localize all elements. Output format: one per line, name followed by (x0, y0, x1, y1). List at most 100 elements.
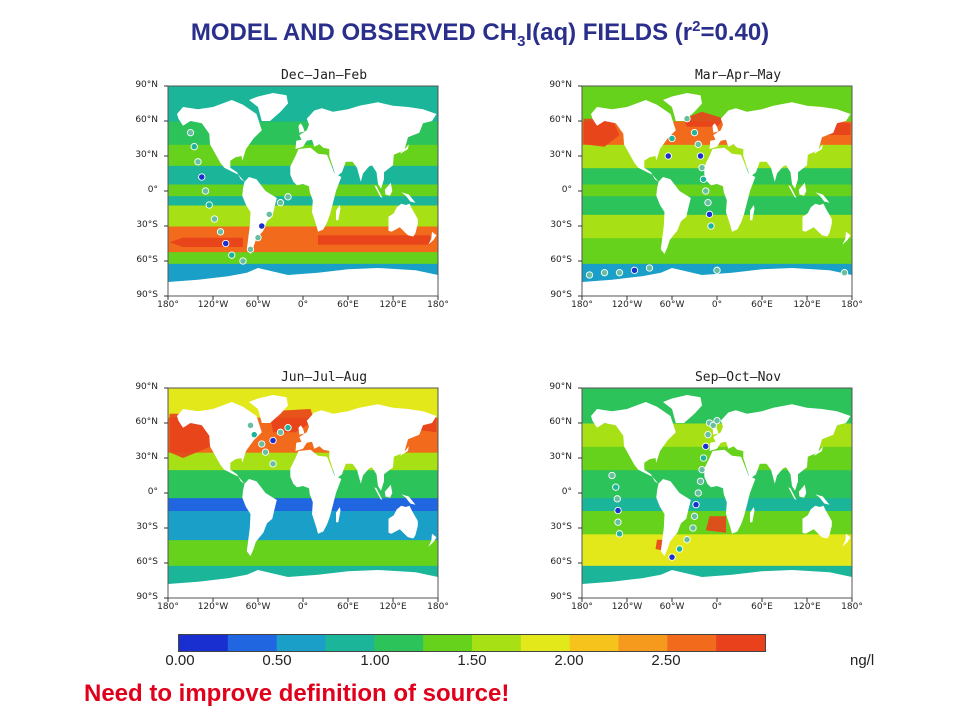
observation-point (239, 257, 247, 265)
ocean-band (168, 195, 438, 206)
lat-tick-label: 60°N (549, 417, 572, 427)
observation-point (690, 129, 699, 137)
lat-tick-label: 90°S (136, 290, 158, 300)
observation-point (585, 271, 594, 279)
lon-tick-label: 180° (571, 602, 593, 612)
lon-tick-label: 60°W (659, 300, 685, 310)
ocean-band (168, 184, 438, 197)
colorbar-swatch (472, 635, 522, 651)
observation-point (205, 201, 213, 209)
lat-tick-label: 60°N (135, 417, 158, 427)
landmass-sumatra (374, 185, 383, 198)
observation-point (228, 251, 236, 259)
landmass-south-america (242, 177, 277, 254)
landmass-greenland (249, 395, 288, 423)
observation-point (284, 424, 292, 432)
landmass-new-zealand (428, 231, 437, 245)
observation-point (713, 417, 721, 425)
lat-tick-label: 90°N (135, 80, 158, 90)
observation-point (269, 460, 277, 468)
landmass-antarctica (582, 268, 852, 296)
lon-tick-label: 120°E (379, 602, 407, 612)
lat-tick-label: 60°N (135, 115, 158, 125)
lon-tick-label: 60°E (337, 602, 359, 612)
map-panel-djf: Dec—Jan—Feb 90°N 60°N 30°N 0° 30°S 60°S 90°S 18… (124, 68, 464, 324)
map-svg (578, 85, 853, 300)
landmass-australia (802, 203, 832, 237)
ocean-band (168, 486, 438, 499)
lat-tick-label: 0° (147, 185, 158, 195)
colorbar-label: 2.00 (554, 652, 584, 669)
ocean-band (582, 195, 852, 215)
lon-tick-label: 120°W (611, 300, 643, 310)
colorbar-gradient (179, 635, 766, 651)
colorbar-unit: ng/l (850, 652, 875, 669)
lon-tick-label: 120°E (379, 300, 407, 310)
landmass-madagascar (336, 507, 341, 523)
landmass-africa (290, 449, 342, 534)
landmass-north-america (177, 402, 262, 484)
lon-tick-label: 120°W (197, 602, 229, 612)
observation-point (705, 210, 714, 218)
lon-tick-label: 120°E (793, 300, 821, 310)
observation-point (246, 421, 255, 429)
lat-tick-label: 60°S (136, 557, 158, 567)
landmass-madagascar (750, 205, 755, 221)
high-concentration-area (683, 111, 725, 127)
landmass-south-america (656, 479, 691, 556)
observation-point (276, 199, 285, 207)
landmass-new-zealand (842, 533, 851, 547)
lon-tick-label: 180° (841, 300, 863, 310)
lon-tick-label: 60°E (751, 300, 773, 310)
landmass-south-america (656, 177, 691, 254)
lon-tick-label: 60°E (337, 300, 359, 310)
observation-point (216, 228, 225, 236)
map-svg (164, 85, 439, 300)
landmass-north-america (591, 402, 676, 484)
lat-tick-label: 30°N (549, 150, 572, 160)
lat-tick-label: 0° (147, 487, 158, 497)
page-title: MODEL AND OBSERVED CH3I(aq) FIELDS (r2=0… (190, 18, 770, 50)
observation-point (194, 158, 202, 166)
colorbar-swatch (276, 635, 327, 651)
colorbar-swatch (618, 635, 668, 651)
lon-tick-label: 60°W (245, 602, 271, 612)
landmass-australia (802, 505, 832, 539)
lat-tick-label: 30°S (136, 220, 158, 230)
observation-point (683, 115, 691, 123)
observation-point (258, 440, 266, 448)
lon-tick-label: 60°W (245, 300, 271, 310)
ocean-band (582, 486, 852, 499)
map-svg (164, 387, 439, 602)
high-concentration-area (583, 118, 620, 147)
landmass-japan (400, 139, 410, 154)
lat-tick-label: 30°S (136, 522, 158, 532)
colorbar-swatch (520, 635, 571, 651)
landmass-sumatra (788, 487, 797, 500)
landmass-eurasia (295, 102, 437, 189)
observation-point (704, 199, 712, 207)
landmass-new-guinea (401, 192, 416, 203)
landmass-africa (290, 147, 342, 232)
observation-point (261, 448, 270, 456)
landmass-eurasia (295, 404, 437, 491)
observation-point (699, 175, 708, 183)
lat-tick-label: 30°S (550, 522, 572, 532)
colorbar-label: 0.00 (165, 652, 195, 669)
landmass-south-america (242, 479, 277, 556)
observation-point (258, 222, 266, 230)
ocean-band (582, 533, 852, 566)
landmass-eurasia (709, 404, 851, 491)
lon-tick-label: 0° (711, 300, 723, 310)
colorbar-swatch (325, 635, 375, 651)
lat-tick-label: 90°N (549, 382, 572, 392)
lat-tick-label: 30°S (550, 220, 572, 230)
lon-tick-label: 120°W (611, 602, 643, 612)
landmass-borneo (384, 182, 393, 196)
ocean-band (582, 237, 852, 264)
landmass-japan (400, 441, 410, 456)
landmass-antarctica (168, 570, 438, 598)
observation-point (683, 536, 691, 544)
colorbar-label: 0.50 (262, 652, 292, 669)
landmass-africa (704, 449, 756, 534)
